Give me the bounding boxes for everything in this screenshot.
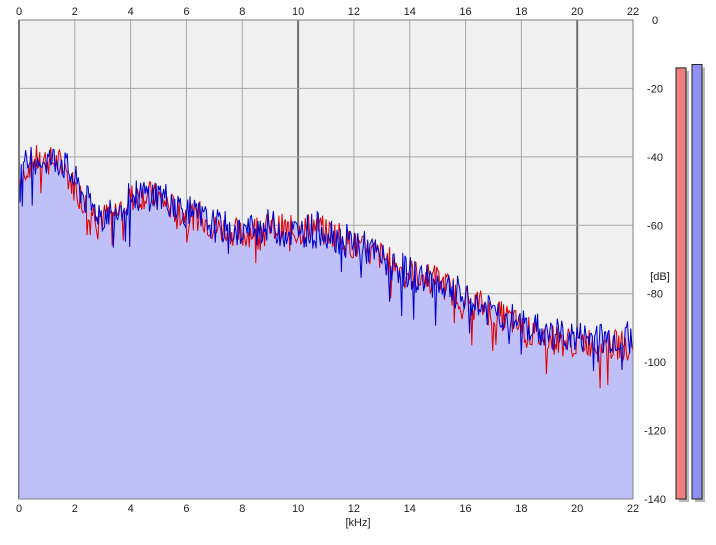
x-tick-label-top: 12 — [348, 6, 360, 18]
x-tick-label-top: 6 — [183, 6, 189, 18]
x-tick-labels-bottom: 0 2 4 6 8 10 12 14 16 18 20 22 — [16, 503, 639, 515]
x-tick-labels-top: 0 2 4 6 8 10 12 14 16 18 20 22 — [16, 6, 639, 18]
y-tick-label: -100 — [644, 357, 666, 369]
x-tick-label-bottom: 18 — [515, 503, 527, 515]
x-tick-label-bottom: 14 — [404, 503, 416, 515]
y-tick-label: -60 — [647, 220, 663, 232]
y-axis-label: [dB] — [650, 271, 670, 283]
y-tick-labels: 0 -20 -40 -60 -80 -100 -120 -140 — [644, 15, 666, 506]
x-axis-label: [kHz] — [345, 517, 370, 529]
x-tick-label-top: 2 — [72, 6, 78, 18]
x-tick-label-top: 10 — [292, 6, 304, 18]
x-tick-label-top: 8 — [239, 6, 245, 18]
y-tick-label: -80 — [647, 289, 663, 301]
x-tick-label-bottom: 20 — [571, 503, 583, 515]
y-tick-label: -120 — [644, 426, 666, 438]
y-tick-label: -20 — [647, 83, 663, 95]
x-tick-label-bottom: 8 — [239, 503, 245, 515]
level-meters — [675, 63, 705, 503]
spectrum-fill-area — [19, 145, 633, 500]
x-tick-label-bottom: 16 — [459, 503, 471, 515]
series-layer — [18, 145, 634, 389]
x-tick-label-bottom: 2 — [72, 503, 78, 515]
plot-frame — [18, 19, 634, 500]
x-tick-label-top: 14 — [404, 6, 416, 18]
y-tick-label: 0 — [652, 15, 658, 27]
x-tick-label-bottom: 0 — [16, 503, 22, 515]
level-meter-left — [675, 67, 687, 500]
x-tick-label-bottom: 22 — [627, 503, 639, 515]
level-meter-right — [691, 63, 703, 500]
x-tick-label-top: 18 — [515, 6, 527, 18]
x-tick-label-bottom: 4 — [128, 503, 134, 515]
x-tick-label-top: 20 — [571, 6, 583, 18]
x-tick-label-top: 16 — [459, 6, 471, 18]
x-tick-label-bottom: 12 — [348, 503, 360, 515]
x-tick-label-top: 22 — [627, 6, 639, 18]
series-line-blue — [18, 146, 634, 372]
x-tick-label-top: 0 — [16, 6, 22, 18]
x-tick-label-bottom: 6 — [183, 503, 189, 515]
x-tick-label-top: 4 — [128, 6, 134, 18]
y-tick-label: -140 — [644, 494, 666, 506]
x-tick-label-bottom: 10 — [292, 503, 304, 515]
y-tick-label: -40 — [647, 152, 663, 164]
